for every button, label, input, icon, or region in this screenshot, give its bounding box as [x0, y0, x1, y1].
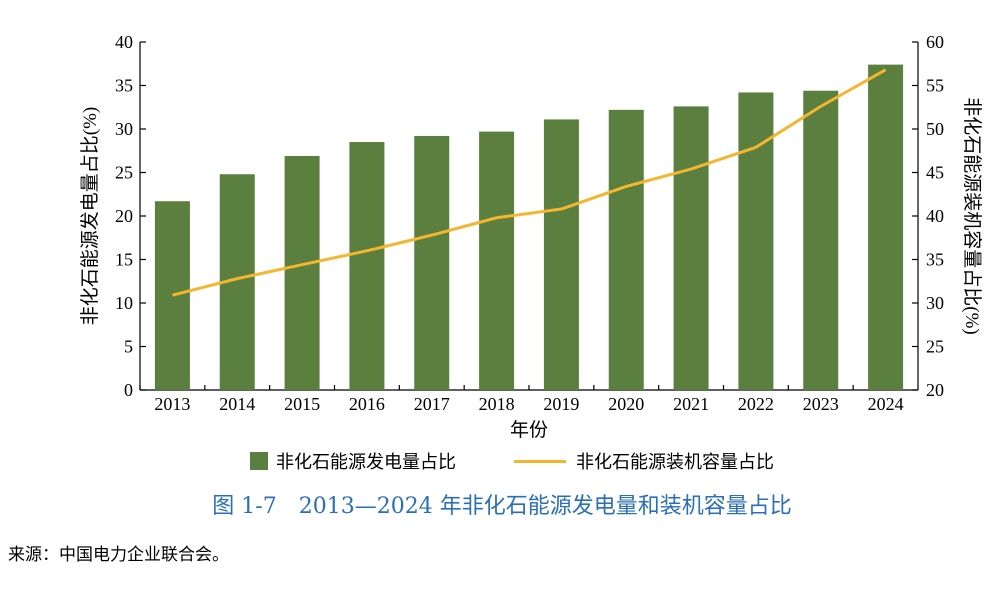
- y2-tick-label: 40: [926, 206, 944, 226]
- bar: [284, 155, 320, 390]
- y-tick-label: 40: [115, 32, 133, 52]
- y2-tick-label: 55: [926, 76, 944, 96]
- x-tick-label: 2014: [219, 394, 255, 414]
- x-tick-label: 2023: [803, 394, 839, 414]
- ticks: 0 5 10 15 20 25 30 35 40 20 25 30 35 40 45 50 55 60 2013 20…: [115, 32, 944, 414]
- bar: [414, 135, 450, 390]
- x-axis-label: 年份: [510, 419, 548, 441]
- y2-axis-label: 非化石能源装机容量占比(%): [961, 97, 983, 334]
- chart: 0 5 10 15 20 25 30 35 40 20 25 30 35 40 45 50 55 60 2013 20…: [79, 32, 983, 441]
- y-tick-label: 30: [115, 119, 133, 139]
- bar: [803, 90, 839, 390]
- y-tick-label: 10: [115, 293, 133, 313]
- y2-tick-label: 20: [926, 380, 944, 400]
- y-tick-label: 25: [115, 163, 133, 183]
- x-tick-label: 2018: [479, 394, 515, 414]
- axes: [139, 42, 919, 391]
- x-tick-label: 2019: [543, 394, 579, 414]
- legend-line-swatch: [514, 459, 566, 463]
- legend-bar-swatch: [250, 452, 268, 470]
- bar: [673, 106, 709, 390]
- y2-tick-label: 25: [926, 337, 944, 357]
- x-tick-label: 2024: [868, 394, 904, 414]
- x-tick-label: 2015: [284, 394, 320, 414]
- legend: 非化石能源发电量占比 非化石能源装机容量占比: [0, 446, 1004, 476]
- x-tick-label: 2013: [154, 394, 190, 414]
- y-tick-label: 5: [124, 337, 133, 357]
- x-tick-label: 2021: [673, 394, 709, 414]
- x-tick-label: 2020: [608, 394, 644, 414]
- figure-title: 图 1-7 2013—2024 年非化石能源发电量和装机容量占比: [212, 494, 792, 519]
- y-axis-label: 非化石能源发电量占比(%): [79, 107, 101, 325]
- legend-line-label: 非化石能源装机容量占比: [576, 452, 774, 473]
- legend-bar-label: 非化石能源发电量占比: [276, 452, 456, 473]
- y-tick-label: 35: [115, 76, 133, 96]
- bar: [479, 131, 515, 391]
- legend-item-bar: 非化石能源发电量占比: [250, 446, 456, 476]
- x-tick-label: 2017: [414, 394, 450, 414]
- y-tick-label: 0: [124, 380, 133, 400]
- y-tick-label: 20: [115, 206, 133, 226]
- bar: [608, 109, 644, 391]
- bar: [154, 201, 190, 390]
- bar: [543, 119, 579, 391]
- source-note: 来源：中国电力企业联合会。: [8, 545, 229, 565]
- bar: [868, 64, 904, 391]
- y2-tick-label: 30: [926, 293, 944, 313]
- bar: [349, 142, 385, 390]
- y2-tick-label: 45: [926, 163, 944, 183]
- legend-item-line: 非化石能源装机容量占比: [514, 446, 774, 476]
- line-series: [172, 68, 887, 297]
- y-tick-label: 15: [115, 250, 133, 270]
- x-tick-label: 2022: [738, 394, 774, 414]
- y2-tick-label: 50: [926, 119, 944, 139]
- x-tick-label: 2016: [349, 394, 385, 414]
- line-path: [172, 68, 887, 297]
- bar-series: [154, 64, 904, 391]
- y2-tick-label: 60: [926, 32, 944, 52]
- y2-tick-label: 35: [926, 250, 944, 270]
- bar: [738, 92, 774, 391]
